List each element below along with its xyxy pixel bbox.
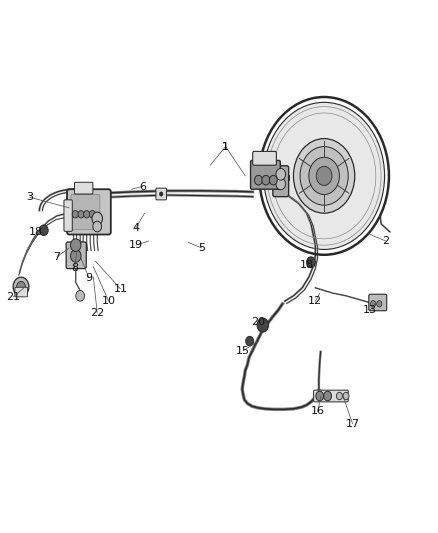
Polygon shape xyxy=(279,175,289,180)
FancyBboxPatch shape xyxy=(156,188,166,200)
Circle shape xyxy=(269,175,277,185)
Circle shape xyxy=(257,318,268,332)
Circle shape xyxy=(276,168,286,180)
Text: 5: 5 xyxy=(198,243,205,253)
Circle shape xyxy=(78,211,84,218)
Text: 13: 13 xyxy=(363,305,377,315)
Circle shape xyxy=(276,178,286,190)
Circle shape xyxy=(17,281,25,292)
Circle shape xyxy=(324,391,332,401)
Circle shape xyxy=(71,249,81,262)
Circle shape xyxy=(293,139,355,213)
Circle shape xyxy=(76,290,85,301)
Text: 4: 4 xyxy=(132,223,139,233)
Circle shape xyxy=(159,192,163,196)
Circle shape xyxy=(377,301,382,307)
Text: 11: 11 xyxy=(113,284,127,294)
Circle shape xyxy=(71,239,81,252)
Circle shape xyxy=(336,392,343,400)
Text: 3: 3 xyxy=(26,192,33,202)
Circle shape xyxy=(39,225,48,236)
Text: 7: 7 xyxy=(53,252,60,262)
Text: 10: 10 xyxy=(102,296,116,306)
Text: 16: 16 xyxy=(311,407,325,416)
Text: 22: 22 xyxy=(90,308,104,318)
FancyBboxPatch shape xyxy=(253,151,276,165)
Text: 9: 9 xyxy=(85,273,92,282)
Circle shape xyxy=(316,166,332,185)
Circle shape xyxy=(254,175,262,185)
Text: 21: 21 xyxy=(6,292,20,302)
Text: 1: 1 xyxy=(222,142,229,151)
Text: 15: 15 xyxy=(236,346,250,356)
Text: 8: 8 xyxy=(71,263,78,273)
FancyBboxPatch shape xyxy=(66,242,86,269)
Circle shape xyxy=(309,157,339,195)
FancyBboxPatch shape xyxy=(314,390,348,402)
Text: 1: 1 xyxy=(222,142,229,151)
Text: 17: 17 xyxy=(346,419,360,429)
FancyBboxPatch shape xyxy=(273,166,289,197)
Text: 20: 20 xyxy=(251,318,265,327)
Circle shape xyxy=(300,147,348,205)
Text: 12: 12 xyxy=(308,296,322,306)
Text: 6: 6 xyxy=(139,182,146,191)
Circle shape xyxy=(262,175,270,185)
Circle shape xyxy=(316,391,324,401)
FancyBboxPatch shape xyxy=(369,294,387,311)
FancyBboxPatch shape xyxy=(15,287,28,297)
Circle shape xyxy=(92,212,102,225)
FancyBboxPatch shape xyxy=(71,195,100,230)
Circle shape xyxy=(246,336,254,346)
FancyBboxPatch shape xyxy=(74,182,93,194)
Circle shape xyxy=(307,257,315,268)
FancyBboxPatch shape xyxy=(64,200,72,231)
Circle shape xyxy=(343,392,349,400)
Circle shape xyxy=(264,102,385,249)
Circle shape xyxy=(13,277,29,296)
Circle shape xyxy=(72,211,78,218)
Circle shape xyxy=(89,211,95,218)
FancyBboxPatch shape xyxy=(67,189,111,235)
Text: 2: 2 xyxy=(382,236,389,246)
Text: 18: 18 xyxy=(29,227,43,237)
Text: 18: 18 xyxy=(300,260,314,270)
Circle shape xyxy=(93,221,102,232)
Text: 19: 19 xyxy=(129,240,143,250)
Circle shape xyxy=(84,211,90,218)
Circle shape xyxy=(371,301,376,307)
FancyBboxPatch shape xyxy=(251,160,280,189)
